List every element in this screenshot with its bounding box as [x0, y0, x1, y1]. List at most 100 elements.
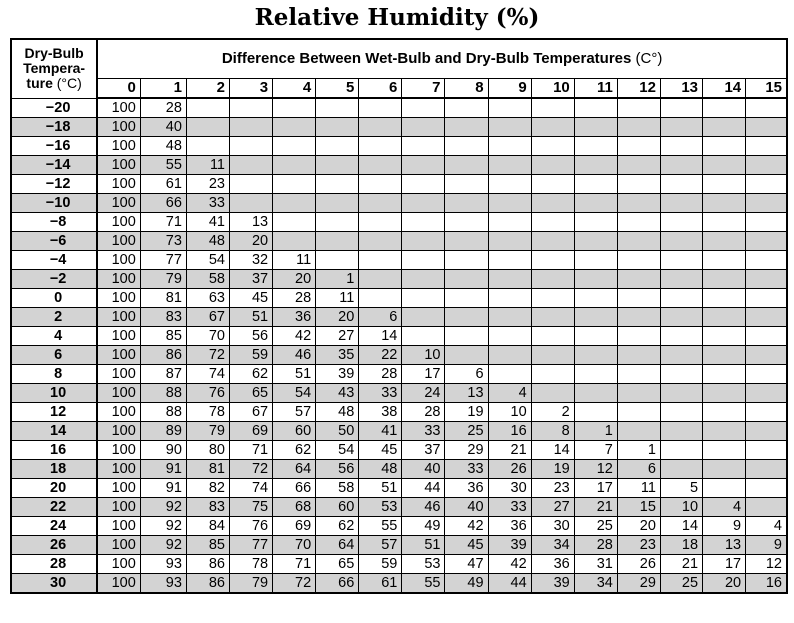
humidity-cell: [358, 193, 403, 213]
humidity-cell: 1: [315, 269, 360, 289]
humidity-cell: [659, 459, 704, 479]
humidity-cell: [659, 364, 704, 384]
dry-bulb-temp-cell: −18: [10, 117, 99, 137]
humidity-cell: [573, 364, 618, 384]
humidity-cell: 100: [96, 421, 141, 441]
humidity-cell: [659, 440, 704, 460]
humidity-cell: [487, 117, 532, 137]
column-header-row: 0 1 2 3 4 5 6 7 8 9 10 11 12 13 14 15: [11, 78, 788, 99]
dry-bulb-label-line3: ture: [26, 75, 53, 92]
humidity-cell: [530, 212, 575, 232]
humidity-cell: 11: [272, 250, 317, 270]
dry-bulb-temp-cell: −12: [10, 174, 99, 194]
humidity-cell: 69: [272, 516, 317, 536]
humidity-cell: [358, 117, 403, 137]
humidity-cell: [228, 174, 274, 194]
humidity-cell: 53: [358, 497, 403, 517]
humidity-cell: [401, 117, 446, 137]
humidity-cell: 6: [358, 307, 403, 327]
difference-header: Difference Between Wet-Bulb and Dry-Bulb…: [96, 38, 788, 79]
humidity-cell: 2: [530, 402, 575, 422]
humidity-cell: [444, 269, 489, 289]
column-header: 4: [272, 78, 317, 99]
humidity-cell: 34: [573, 573, 618, 594]
humidity-cell: 28: [573, 535, 618, 555]
humidity-cell: [702, 136, 747, 156]
humidity-cell: 88: [139, 402, 187, 422]
humidity-cell: [487, 174, 532, 194]
humidity-cell: [228, 97, 274, 118]
humidity-cell: [401, 231, 446, 251]
humidity-cell: 35: [315, 345, 360, 365]
humidity-cell: 55: [401, 573, 446, 594]
humidity-cell: 100: [96, 136, 141, 156]
humidity-cell: 80: [185, 440, 231, 460]
humidity-cell: [616, 307, 661, 327]
humidity-cell: [487, 345, 532, 365]
humidity-cell: 51: [228, 307, 274, 327]
humidity-cell: 67: [185, 307, 231, 327]
table-row: 26 100 92 85 77 70 64 57 51 45 39 34 28 23 18 13 9: [10, 535, 788, 555]
column-header: 7: [401, 78, 446, 99]
humidity-cell: 44: [401, 478, 446, 498]
humidity-cell: 36: [530, 554, 575, 574]
humidity-cell: 62: [228, 364, 274, 384]
table-row: 30 100 93 86 79 72 66 61 55 49 44 39 34 29 25 20 16: [10, 573, 788, 594]
humidity-cell: [530, 383, 575, 403]
humidity-cell: 26: [616, 554, 661, 574]
humidity-cell: [702, 212, 747, 232]
humidity-cell: [659, 117, 704, 137]
humidity-cell: [745, 193, 788, 213]
humidity-cell: [401, 212, 446, 232]
humidity-cell: [659, 307, 704, 327]
humidity-cell: [315, 193, 360, 213]
difference-header-unit: (C°): [631, 50, 663, 67]
humidity-cell: 100: [96, 345, 141, 365]
humidity-cell: [702, 326, 747, 346]
table-row: 6 100 86 72 59 46 35 22 10: [10, 345, 788, 365]
table-row: 2 100 83 67 51 36 20 6: [10, 307, 788, 327]
column-header: 13: [659, 78, 704, 99]
humidity-cell: [702, 250, 747, 270]
table-row: 0 100 81 63 45 28 11: [10, 288, 788, 308]
humidity-cell: [616, 193, 661, 213]
humidity-cell: [444, 193, 489, 213]
humidity-cell: 10: [487, 402, 532, 422]
humidity-cell: [745, 402, 788, 422]
humidity-cell: [745, 136, 788, 156]
humidity-cell: 20: [272, 269, 317, 289]
humidity-cell: [616, 174, 661, 194]
humidity-cell: [228, 136, 274, 156]
humidity-cell: 69: [228, 421, 274, 441]
humidity-cell: 100: [96, 516, 141, 536]
humidity-cell: [401, 155, 446, 175]
humidity-cell: 100: [96, 117, 141, 137]
humidity-cell: [573, 402, 618, 422]
humidity-cell: 9: [702, 516, 747, 536]
humidity-cell: [616, 402, 661, 422]
humidity-cell: [487, 155, 532, 175]
humidity-cell: 14: [530, 440, 575, 460]
humidity-cell: 23: [616, 535, 661, 555]
humidity-cell: [659, 269, 704, 289]
humidity-cell: 62: [272, 440, 317, 460]
humidity-cell: 59: [228, 345, 274, 365]
humidity-cell: 45: [228, 288, 274, 308]
humidity-cell: [702, 97, 747, 118]
dry-bulb-temp-cell: 0: [10, 288, 99, 308]
humidity-cell: [745, 478, 788, 498]
humidity-cell: 37: [401, 440, 446, 460]
humidity-cell: [573, 345, 618, 365]
humidity-cell: [659, 288, 704, 308]
humidity-cell: 37: [228, 269, 274, 289]
humidity-cell: 39: [315, 364, 360, 384]
humidity-cell: [745, 326, 788, 346]
humidity-cell: [745, 250, 788, 270]
humidity-cell: [573, 326, 618, 346]
humidity-cell: 18: [659, 535, 704, 555]
humidity-cell: 100: [96, 174, 141, 194]
humidity-cell: 64: [315, 535, 360, 555]
humidity-cell: 15: [616, 497, 661, 517]
humidity-cell: [745, 155, 788, 175]
dry-bulb-unit: (°C): [52, 75, 82, 92]
